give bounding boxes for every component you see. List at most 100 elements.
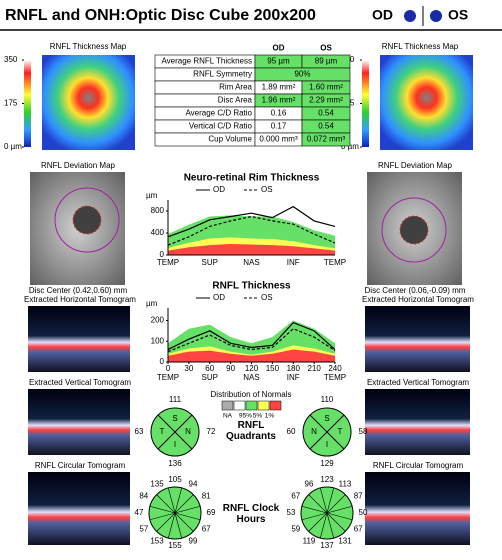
region-label: SUP	[202, 258, 218, 267]
scale-tick-label: 0 µm	[341, 142, 359, 151]
cell-value: 0.17	[271, 122, 287, 131]
divider	[309, 414, 345, 450]
column-header: OS	[320, 44, 332, 53]
divider	[167, 512, 176, 539]
tomogram-image	[365, 389, 470, 455]
y-tick-label: 0	[160, 250, 165, 259]
thickness-map-image	[42, 55, 135, 150]
quadrant-letter: I	[174, 440, 176, 449]
row-label: Average C/D Ratio	[185, 109, 252, 118]
column-header: OD	[273, 44, 285, 53]
tomo-title: Extracted Vertical Tomogram	[29, 378, 131, 387]
divider	[167, 487, 176, 514]
x-tick-label: 120	[245, 364, 259, 373]
legend-label: OS	[261, 293, 273, 302]
dev-title: RNFL Deviation Map	[378, 161, 453, 170]
cell-value: 90%	[294, 70, 310, 79]
region-label: NAS	[243, 373, 259, 382]
scale-tick-label: 175	[4, 99, 18, 108]
tomogram-image	[28, 472, 130, 545]
legend-label: OD	[213, 185, 225, 194]
quadrant-value: 58	[359, 427, 368, 436]
divider	[301, 512, 328, 521]
x-tick-label: 30	[184, 364, 193, 373]
legend-box	[257, 400, 270, 411]
normal-band	[168, 349, 335, 362]
quadrants-title: RNFL Quadrants	[225, 420, 276, 442]
series-line	[167, 215, 336, 246]
tomogram-image	[365, 472, 470, 545]
chart-title: Neuro-retinal Rim Thickness	[184, 173, 320, 184]
legend-label: OS	[261, 185, 273, 194]
quadrant-letter: N	[185, 427, 191, 436]
quadrant-letter: S	[172, 414, 177, 423]
divider	[326, 505, 353, 514]
y-tick-label: 800	[151, 206, 165, 215]
divider	[156, 512, 176, 532]
row-label: Disc Area	[218, 96, 253, 105]
clock-value: 113	[339, 480, 352, 489]
cell-value: 1.89 mm²	[262, 83, 296, 92]
cell-value: 2.29 mm²	[309, 96, 343, 105]
clock-value: 47	[135, 508, 144, 517]
scale-tick-label: 0 µm	[4, 142, 22, 151]
divider	[174, 505, 201, 514]
quadrant-value: 136	[168, 459, 182, 468]
header-bg	[0, 0, 502, 30]
cell-value: 0.16	[271, 109, 287, 118]
row-label: Cup Volume	[208, 135, 252, 144]
clock-value: 119	[303, 537, 316, 546]
row-label: RNFL Symmetry	[193, 70, 252, 79]
quadrant-value: 72	[207, 427, 216, 436]
clock-value: 99	[189, 537, 198, 546]
divider	[326, 494, 346, 514]
x-tick-label: 180	[287, 364, 301, 373]
quadrant-letter: I	[326, 440, 328, 449]
legend-label: OD	[213, 293, 225, 302]
clock-value: 67	[291, 492, 300, 501]
divider	[319, 487, 328, 514]
clock-value: 53	[287, 508, 296, 517]
clock-value: 153	[150, 537, 164, 546]
cell-value: 95 µm	[267, 57, 290, 66]
map-title: RNFL Thickness Map	[50, 42, 127, 51]
region-label: SUP	[202, 373, 218, 382]
divider	[174, 512, 183, 539]
clock-value: 105	[168, 475, 182, 484]
divider	[174, 494, 194, 514]
normal-band	[168, 244, 335, 255]
quadrant-value: 63	[135, 427, 144, 436]
cell-value: 0.072 mm³	[307, 135, 346, 144]
y-unit: µm	[146, 191, 158, 200]
clock-value: 131	[338, 537, 352, 546]
cell-value: 0.54	[318, 122, 334, 131]
scan-circle	[54, 187, 120, 253]
clock-value: 87	[354, 492, 363, 501]
clock-value: 94	[189, 480, 198, 489]
cell-value: 0.54	[318, 109, 334, 118]
color-scale	[362, 60, 369, 147]
od-dot	[404, 10, 416, 22]
row-label: Average RNFL Thickness	[161, 57, 252, 66]
clock-value: 84	[139, 492, 148, 501]
clock-value: 155	[168, 541, 182, 550]
x-tick-label: 240	[328, 364, 342, 373]
x-tick-label: 150	[266, 364, 280, 373]
os-label: OS	[448, 7, 468, 23]
legend-box	[233, 400, 246, 411]
divider	[149, 512, 176, 521]
row-label: Vertical C/D Ratio	[189, 122, 253, 131]
disc	[72, 205, 102, 235]
tomogram-image	[28, 306, 130, 372]
clock-value: 81	[202, 492, 211, 501]
divider	[156, 494, 176, 514]
clock-value: 50	[359, 508, 368, 517]
series-line	[167, 205, 336, 238]
quadrant-value: 110	[321, 395, 334, 404]
divider	[308, 494, 328, 514]
quadrant-letter: T	[338, 427, 343, 436]
quadrant-letter: N	[311, 427, 317, 436]
clock-value: 96	[305, 480, 314, 489]
divider	[174, 512, 201, 521]
